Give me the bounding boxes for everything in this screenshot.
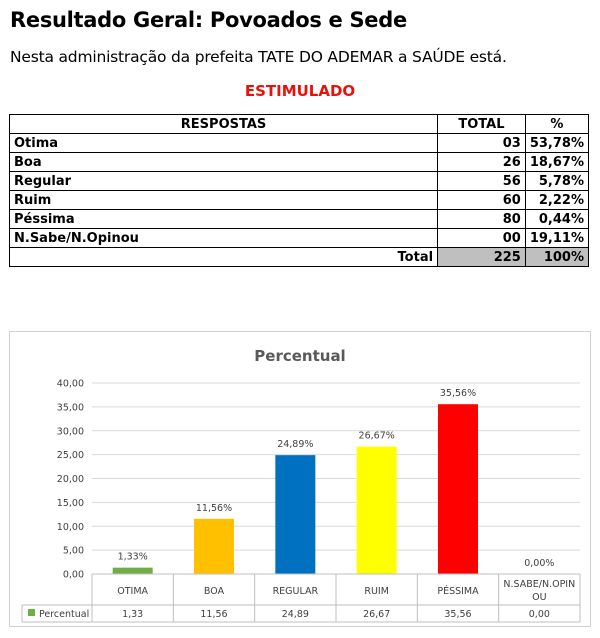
row-total: 03: [437, 133, 526, 153]
row-total: 26: [437, 152, 526, 172]
table-value: 11,56: [200, 609, 227, 620]
y-tick-label: 10,00: [57, 522, 84, 533]
data-label: 1,33%: [118, 552, 148, 563]
row-total: 80: [437, 209, 526, 229]
bar-chart: Percentual 0,00 5,00 10,00 15,00 20,00 25,00 30…: [21, 347, 581, 623]
y-tick-label: 5,00: [63, 546, 84, 557]
bar-ruim: [356, 446, 397, 574]
table-row: Péssima 80 0,44%: [8, 209, 590, 229]
category-label: OU: [532, 592, 546, 603]
table-value: 35,56: [444, 609, 471, 620]
row-percent: 2,22%: [524, 190, 590, 210]
mode-label: ESTIMULADO: [244, 82, 356, 100]
table-value: 1,33: [122, 609, 143, 620]
row-percent: 19,11%: [524, 228, 590, 248]
table-total-row: Total 225 100%: [8, 247, 590, 267]
bar-regular: [275, 455, 316, 574]
table-value: 24,89: [282, 609, 309, 620]
category-label: RUIM: [364, 586, 389, 597]
row-percent: 5,78%: [524, 171, 590, 191]
row-total: 00: [437, 228, 526, 248]
y-tick-label: 25,00: [57, 450, 84, 461]
results-table: RESPOSTAS TOTAL % Otima 03 53,78% Boa 26…: [8, 114, 590, 267]
row-total: 60: [437, 190, 526, 210]
y-tick-label: 0,00: [63, 570, 84, 581]
y-tick-label: 35,00: [57, 402, 84, 413]
header-respostas: RESPOSTAS: [8, 114, 439, 134]
subtitle: Nesta administração da prefeita TATE DO …: [10, 48, 507, 66]
total-label: Total: [8, 247, 439, 267]
table-row: N.Sabe/N.Opinou 00 19,11%: [8, 228, 590, 248]
table-row: Otima 03 53,78%: [8, 133, 590, 153]
data-label: 11,56%: [196, 503, 232, 514]
legend-key: [28, 609, 35, 616]
row-percent: 18,67%: [524, 152, 590, 172]
bar-otima: [112, 567, 153, 574]
row-total: 56: [437, 171, 526, 191]
y-tick-label: 20,00: [57, 474, 84, 485]
y-tick-label: 30,00: [57, 426, 84, 437]
data-label: 0,00%: [524, 558, 554, 569]
category-label: REGULAR: [273, 586, 319, 597]
chart-title: Percentual: [254, 347, 345, 365]
page-title: Resultado Geral: Povoados e Sede: [10, 8, 407, 32]
table-row: Ruim 60 2,22%: [8, 190, 590, 210]
row-percent: 53,78%: [524, 133, 590, 153]
category-label: N.SABE/N.OPIN: [503, 579, 575, 590]
data-label: 26,67%: [359, 431, 395, 442]
bar-boa: [194, 518, 234, 574]
table-row: Regular 56 5,78%: [8, 171, 590, 191]
total-percent: 100%: [524, 247, 590, 267]
table-header-row: RESPOSTAS TOTAL %: [8, 114, 590, 134]
data-label: 35,56%: [440, 388, 476, 399]
row-label: Regular: [8, 171, 439, 191]
data-label: 24,89%: [277, 439, 313, 450]
table-value: 0,00: [529, 609, 550, 620]
row-label: Péssima: [8, 209, 439, 229]
row-label: Otima: [8, 133, 439, 153]
table-value: 26,67: [363, 609, 390, 620]
total-value: 225: [437, 247, 526, 267]
table-row: Boa 26 18,67%: [8, 152, 590, 172]
category-label: PÉSSIMA: [437, 585, 479, 597]
row-label: N.Sabe/N.Opinou: [8, 228, 439, 248]
header-percent: %: [524, 114, 590, 134]
row-label: Boa: [8, 152, 439, 172]
row-label: Ruim: [8, 190, 439, 210]
legend-label: Percentual: [39, 609, 89, 620]
y-tick-label: 15,00: [57, 498, 84, 509]
category-label: BOA: [204, 586, 225, 597]
header-total: TOTAL: [437, 114, 526, 134]
bar-p-ssima: [438, 404, 478, 574]
chart-container: Percentual 0,00 5,00 10,00 15,00 20,00 25,00 30…: [9, 331, 591, 627]
row-percent: 0,44%: [524, 209, 590, 229]
y-tick-label: 40,00: [57, 379, 84, 390]
category-label: OTIMA: [117, 586, 148, 597]
